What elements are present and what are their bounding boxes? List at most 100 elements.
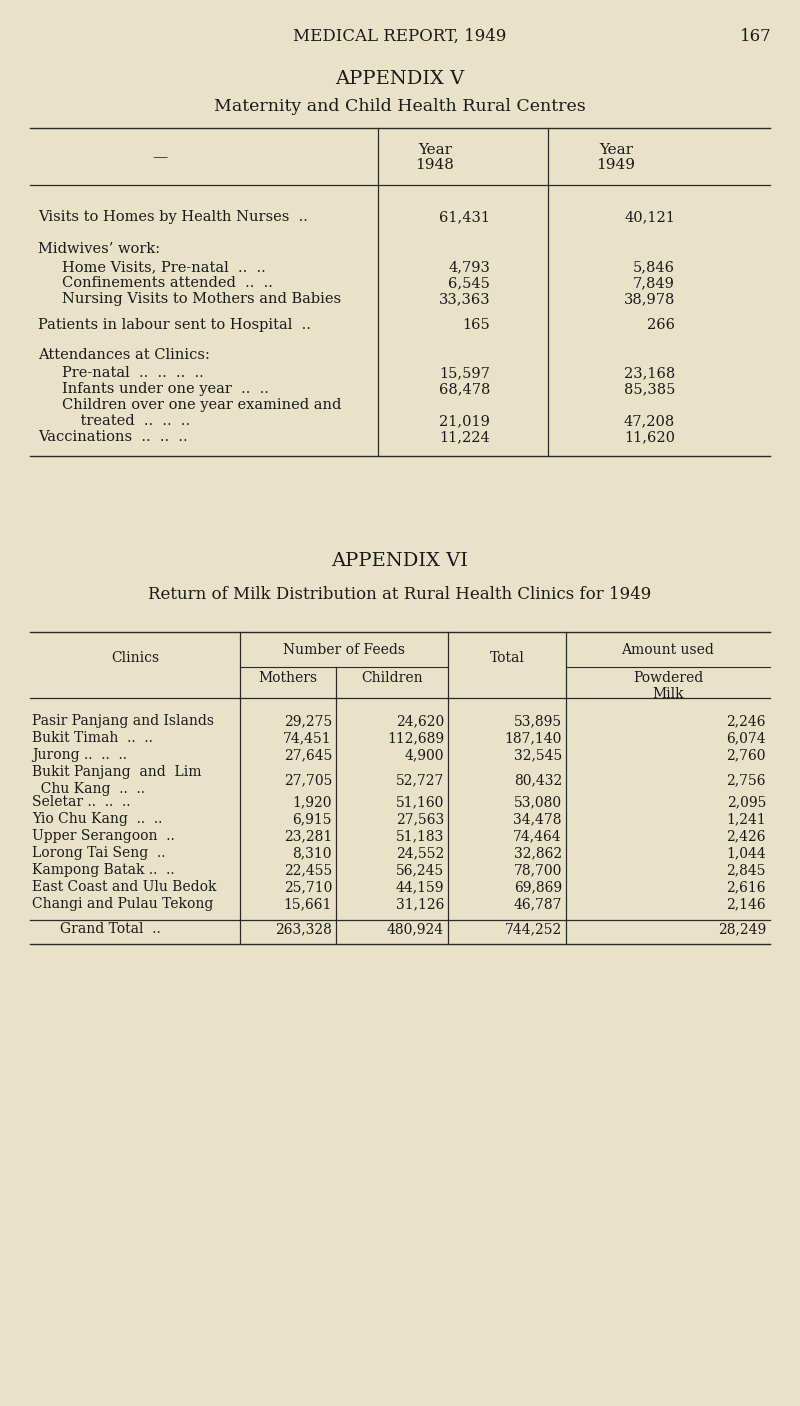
Text: APPENDIX VI: APPENDIX VI <box>331 553 469 569</box>
Text: Pasir Panjang and Islands: Pasir Panjang and Islands <box>32 714 214 728</box>
Text: Clinics: Clinics <box>111 651 159 665</box>
Text: Attendances at Clinics:: Attendances at Clinics: <box>38 349 210 361</box>
Text: treated  ..  ..  ..: treated .. .. .. <box>62 413 190 427</box>
Text: 2,095: 2,095 <box>726 794 766 808</box>
Text: 44,159: 44,159 <box>395 880 444 894</box>
Text: 165: 165 <box>462 318 490 332</box>
Text: 51,183: 51,183 <box>396 830 444 844</box>
Text: 80,432: 80,432 <box>514 773 562 787</box>
Text: 38,978: 38,978 <box>624 292 675 307</box>
Text: —: — <box>152 150 168 165</box>
Text: 32,545: 32,545 <box>514 748 562 762</box>
Text: 74,464: 74,464 <box>514 830 562 844</box>
Text: 69,869: 69,869 <box>514 880 562 894</box>
Text: 4,900: 4,900 <box>405 748 444 762</box>
Text: Patients in labour sent to Hospital  ..: Patients in labour sent to Hospital .. <box>38 318 311 332</box>
Text: 2,246: 2,246 <box>726 714 766 728</box>
Text: 1,920: 1,920 <box>293 794 332 808</box>
Text: Maternity and Child Health Rural Centres: Maternity and Child Health Rural Centres <box>214 98 586 115</box>
Text: Midwives’ work:: Midwives’ work: <box>38 242 160 256</box>
Text: 2,760: 2,760 <box>726 748 766 762</box>
Text: 8,310: 8,310 <box>293 846 332 860</box>
Text: Nursing Visits to Mothers and Babies: Nursing Visits to Mothers and Babies <box>62 292 341 307</box>
Text: 25,710: 25,710 <box>284 880 332 894</box>
Text: East Coast and Ulu Bedok: East Coast and Ulu Bedok <box>32 880 217 894</box>
Text: 1,044: 1,044 <box>726 846 766 860</box>
Text: Amount used: Amount used <box>622 643 714 657</box>
Text: Total: Total <box>490 651 525 665</box>
Text: Number of Feeds: Number of Feeds <box>283 643 405 657</box>
Text: Children over one year examined and: Children over one year examined and <box>62 398 342 412</box>
Text: MEDICAL REPORT, 1949: MEDICAL REPORT, 1949 <box>294 28 506 45</box>
Text: 480,924: 480,924 <box>387 922 444 936</box>
Text: 15,597: 15,597 <box>439 366 490 380</box>
Text: 112,689: 112,689 <box>387 731 444 745</box>
Text: Home Visits, Pre-natal  ..  ..: Home Visits, Pre-natal .. .. <box>62 260 266 274</box>
Text: 23,281: 23,281 <box>284 830 332 844</box>
Text: 68,478: 68,478 <box>438 382 490 396</box>
Text: 2,426: 2,426 <box>726 830 766 844</box>
Text: 31,126: 31,126 <box>396 897 444 911</box>
Text: 266: 266 <box>647 318 675 332</box>
Text: 15,661: 15,661 <box>284 897 332 911</box>
Text: 78,700: 78,700 <box>514 863 562 877</box>
Text: 27,563: 27,563 <box>396 813 444 825</box>
Text: 1949: 1949 <box>597 157 635 172</box>
Text: Return of Milk Distribution at Rural Health Clinics for 1949: Return of Milk Distribution at Rural Hea… <box>148 586 652 603</box>
Text: 46,787: 46,787 <box>514 897 562 911</box>
Text: 27,705: 27,705 <box>284 773 332 787</box>
Text: 56,245: 56,245 <box>396 863 444 877</box>
Text: Chu Kang  ..  ..: Chu Kang .. .. <box>32 782 145 796</box>
Text: 2,845: 2,845 <box>726 863 766 877</box>
Text: 74,451: 74,451 <box>283 731 332 745</box>
Text: Bukit Panjang  and  Lim: Bukit Panjang and Lim <box>32 765 202 779</box>
Text: 187,140: 187,140 <box>505 731 562 745</box>
Text: 40,121: 40,121 <box>624 209 675 224</box>
Text: 24,620: 24,620 <box>396 714 444 728</box>
Text: 2,146: 2,146 <box>726 897 766 911</box>
Text: 263,328: 263,328 <box>275 922 332 936</box>
Text: 32,862: 32,862 <box>514 846 562 860</box>
Text: 34,478: 34,478 <box>514 813 562 825</box>
Text: Changi and Pulau Tekong: Changi and Pulau Tekong <box>32 897 214 911</box>
Text: 21,019: 21,019 <box>439 413 490 427</box>
Text: 51,160: 51,160 <box>396 794 444 808</box>
Text: 29,275: 29,275 <box>284 714 332 728</box>
Text: 27,645: 27,645 <box>284 748 332 762</box>
Text: 33,363: 33,363 <box>438 292 490 307</box>
Text: Upper Serangoon  ..: Upper Serangoon .. <box>32 830 174 844</box>
Text: 744,252: 744,252 <box>505 922 562 936</box>
Text: 6,545: 6,545 <box>448 276 490 290</box>
Text: Jurong ..  ..  ..: Jurong .. .. .. <box>32 748 127 762</box>
Text: 1948: 1948 <box>415 157 454 172</box>
Text: 1,241: 1,241 <box>726 813 766 825</box>
Text: 53,895: 53,895 <box>514 714 562 728</box>
Text: Year: Year <box>418 143 452 157</box>
Text: 28,249: 28,249 <box>718 922 766 936</box>
Text: 7,849: 7,849 <box>633 276 675 290</box>
Text: 85,385: 85,385 <box>624 382 675 396</box>
Text: 5,846: 5,846 <box>633 260 675 274</box>
Text: 52,727: 52,727 <box>396 773 444 787</box>
Text: APPENDIX V: APPENDIX V <box>335 70 465 89</box>
Text: 53,080: 53,080 <box>514 794 562 808</box>
Text: 61,431: 61,431 <box>439 209 490 224</box>
Text: Mothers: Mothers <box>258 671 318 685</box>
Text: Children: Children <box>361 671 423 685</box>
Text: Lorong Tai Seng  ..: Lorong Tai Seng .. <box>32 846 166 860</box>
Text: 11,224: 11,224 <box>439 430 490 444</box>
Text: 6,074: 6,074 <box>726 731 766 745</box>
Text: Bukit Timah  ..  ..: Bukit Timah .. .. <box>32 731 153 745</box>
Text: Yio Chu Kang  ..  ..: Yio Chu Kang .. .. <box>32 813 162 825</box>
Text: Infants under one year  ..  ..: Infants under one year .. .. <box>62 382 269 396</box>
Text: 2,756: 2,756 <box>726 773 766 787</box>
Text: Pre-natal  ..  ..  ..  ..: Pre-natal .. .. .. .. <box>62 366 204 380</box>
Text: Visits to Homes by Health Nurses  ..: Visits to Homes by Health Nurses .. <box>38 209 308 224</box>
Text: Grand Total  ..: Grand Total .. <box>60 922 160 936</box>
Text: Powdered
Milk: Powdered Milk <box>633 671 703 702</box>
Text: Kampong Batak ..  ..: Kampong Batak .. .. <box>32 863 174 877</box>
Text: 6,915: 6,915 <box>293 813 332 825</box>
Text: Year: Year <box>599 143 633 157</box>
Text: 22,455: 22,455 <box>284 863 332 877</box>
Text: 4,793: 4,793 <box>448 260 490 274</box>
